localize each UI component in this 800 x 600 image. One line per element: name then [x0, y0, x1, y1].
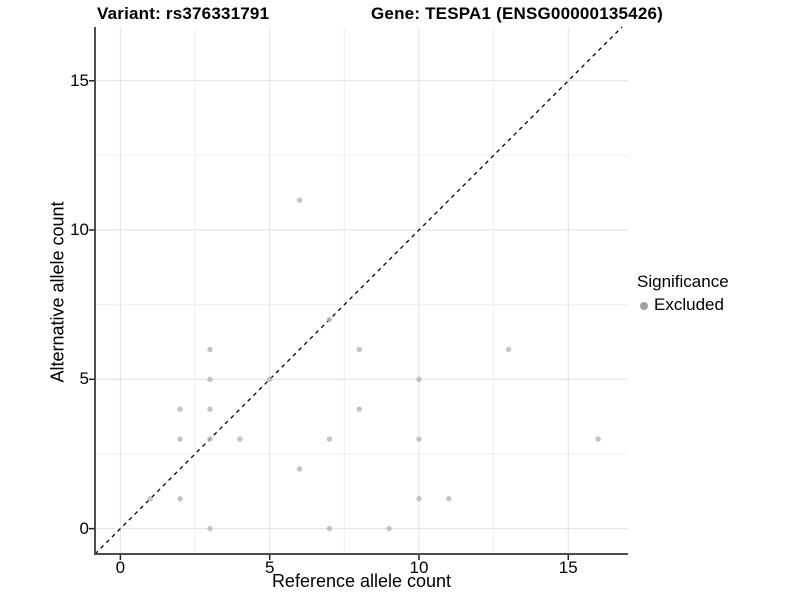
x-axis-title: Reference allele count — [271, 571, 452, 591]
data-point — [356, 346, 362, 353]
data-point — [207, 406, 213, 412]
data-point — [177, 406, 183, 412]
y-tick-label: 15 — [70, 70, 89, 90]
legend-point-icon — [640, 301, 648, 310]
data-point — [296, 466, 303, 472]
data-point — [237, 436, 243, 442]
x-tick-label: 5 — [264, 558, 275, 577]
data-point — [326, 436, 333, 442]
data-point — [177, 436, 183, 442]
identity-line — [94, 26, 623, 555]
x-tick-label: 10 — [409, 558, 429, 577]
data-point — [177, 496, 183, 502]
legend-entry-label: Excluded — [654, 295, 724, 314]
data-point — [207, 436, 213, 442]
y-tick-label: 10 — [70, 220, 89, 240]
data-point — [416, 376, 422, 383]
plot-title-variant: Variant: rs376331791 — [97, 4, 270, 23]
data-point — [416, 496, 422, 502]
data-point — [326, 525, 333, 532]
data-point — [296, 197, 303, 203]
data-point — [595, 436, 601, 442]
y-tick-label: 5 — [79, 369, 89, 389]
data-point — [326, 316, 333, 323]
legend-entry-excluded: Excluded — [637, 295, 729, 315]
x-tick-label: 15 — [558, 558, 578, 577]
data-point — [266, 376, 273, 383]
data-point — [207, 525, 213, 532]
x-tick-label: 0 — [115, 558, 126, 577]
legend: Significance Excluded — [637, 272, 729, 315]
data-point — [446, 496, 452, 502]
data-point — [147, 496, 153, 502]
data-point — [505, 346, 512, 353]
data-point — [356, 406, 362, 412]
data-point — [416, 436, 422, 442]
plot-title-gene: Gene: TESPA1 (ENSG00000135426) — [371, 4, 663, 23]
legend-title: Significance — [637, 272, 729, 291]
data-point — [207, 376, 213, 383]
data-point — [207, 346, 213, 353]
y-tick-label: 0 — [79, 518, 89, 538]
data-point — [386, 525, 392, 532]
